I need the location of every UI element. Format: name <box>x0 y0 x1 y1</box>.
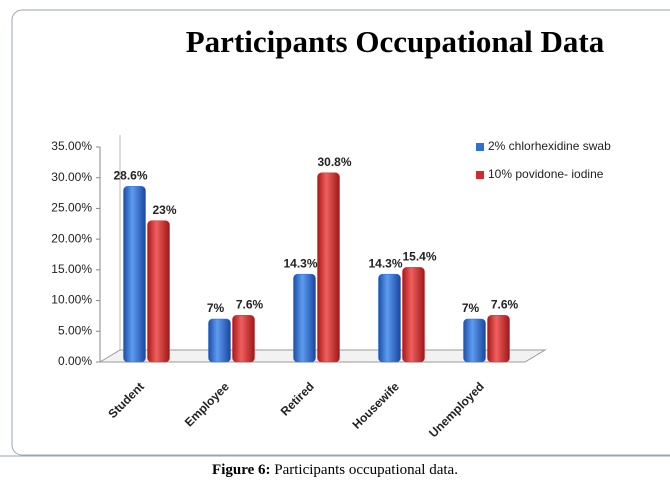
value-label: 7% <box>207 301 225 315</box>
bar <box>463 318 486 363</box>
value-label: 30.8% <box>317 155 351 169</box>
bar <box>317 172 340 363</box>
bar <box>487 315 510 363</box>
y-tick-label: 5.00% <box>58 323 92 337</box>
bar <box>123 186 146 363</box>
caption-text: Participants occupational data. <box>274 462 458 478</box>
value-label: 14.3% <box>283 256 317 270</box>
y-tick-label: 30.00% <box>51 170 92 184</box>
value-label: 28.6% <box>113 168 147 182</box>
legend-swatch <box>476 171 484 179</box>
value-label: 15.4% <box>402 250 436 264</box>
bar <box>147 220 170 363</box>
bar <box>208 318 231 363</box>
value-label: 7.6% <box>236 297 264 311</box>
y-tick-label: 20.00% <box>51 231 92 245</box>
bar <box>293 273 316 363</box>
bar <box>402 267 425 363</box>
legend-label: 2% chlorhexidine swab <box>488 139 611 153</box>
y-tick-label: 25.00% <box>51 201 92 215</box>
y-tick-label: 0.00% <box>58 354 92 368</box>
y-tick-label: 15.00% <box>51 262 92 276</box>
chart-frame <box>11 9 670 456</box>
caption-label: Figure 6: <box>212 462 270 478</box>
value-label: 23% <box>152 203 176 217</box>
value-label: 14.3% <box>368 256 402 270</box>
bar <box>378 273 401 363</box>
value-label: 7% <box>462 301 480 315</box>
legend-label: 10% povidone- iodine <box>488 167 604 181</box>
caption: Figure 6: Participants occupational data… <box>212 462 458 478</box>
y-tick-label: 10.00% <box>51 293 92 307</box>
y-tick-label: 35.00% <box>51 139 92 153</box>
chart-title: Participants Occupational Data <box>186 24 605 59</box>
value-label: 7.6% <box>491 297 519 311</box>
bar <box>232 315 255 363</box>
legend-swatch <box>476 143 484 151</box>
